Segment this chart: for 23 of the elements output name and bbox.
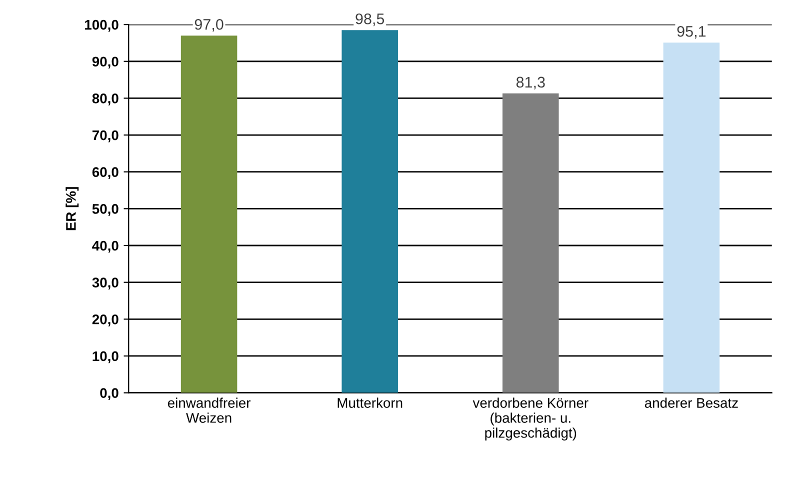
bar — [180, 36, 238, 393]
y-tick-label: 20,0 — [92, 314, 118, 326]
y-tick-label: 10,0 — [92, 351, 118, 364]
bar — [342, 30, 398, 393]
y-tick-label: 40,0 — [92, 240, 118, 253]
data-label: 81,3 — [516, 76, 545, 90]
data-label: 97,0 — [194, 18, 224, 32]
y-tick-label: 90,0 — [92, 56, 118, 69]
y-axis-title: ER [%] — [66, 187, 79, 230]
y-tick-label: 50,0 — [92, 204, 118, 216]
x-tick-label: einwandfreier Weizen — [168, 398, 251, 423]
y-tick-label: 60,0 — [92, 167, 118, 180]
x-tick-label: Mutterkorn — [338, 398, 402, 408]
data-label: 95,1 — [677, 26, 706, 39]
y-tick-label: 70,0 — [92, 130, 118, 142]
y-tick-label: 0,0 — [100, 388, 118, 400]
y-tick-label: 80,0 — [92, 94, 118, 106]
y-tick-label: 30,0 — [92, 278, 118, 290]
data-label: 98,5 — [356, 13, 384, 26]
y-tick-label: 100,0 — [85, 20, 118, 32]
x-tick-label: anderer Besatz — [644, 398, 738, 408]
bar — [663, 42, 720, 393]
x-tick-label: verdorbene Körner (bakterien- u. pilzgeschädigt) — [472, 398, 588, 441]
